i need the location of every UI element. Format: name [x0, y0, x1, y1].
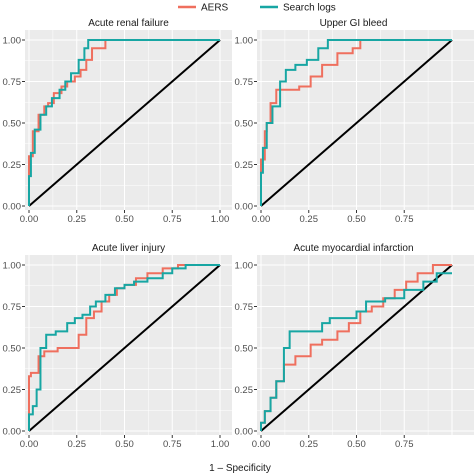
x-tick-label: 0.75 [163, 214, 182, 225]
y-tick-label: 0.25 [3, 160, 22, 171]
x-tick-label: 1.00 [211, 439, 230, 450]
legend-item-0: AERS [178, 3, 229, 14]
y-tick-label: 0.00 [235, 427, 254, 438]
panel-strip [257, 16, 474, 30]
panel-title: Upper GI bleed [320, 18, 388, 29]
series-line-search-logs [260, 39, 452, 206]
x-tick-label: 0.25 [68, 214, 87, 225]
y-tick-label: 0.50 [3, 119, 22, 130]
panel-title: Acute renal failure [88, 18, 169, 29]
panel-strip [25, 240, 232, 255]
y-tick-label: 0.75 [3, 302, 22, 313]
y-tick-label: 1.00 [235, 36, 254, 47]
y-tick-label: 0.25 [235, 385, 254, 396]
y-tick-label: 0.75 [235, 302, 254, 313]
y-tick-label: 0.00 [3, 427, 22, 438]
panel-background [257, 30, 474, 210]
x-tick-label: 0.50 [115, 439, 134, 450]
x-tick-label: 0.50 [347, 214, 366, 225]
panel-title: Acute liver injury [92, 243, 165, 254]
x-tick-label: 0.25 [68, 439, 87, 450]
reference-diagonal [28, 264, 221, 432]
x-tick-label: 0.25 [300, 439, 319, 450]
legend-label: AERS [201, 3, 229, 14]
panel-background [257, 255, 474, 435]
y-tick-label: 0.50 [3, 344, 22, 355]
panel-title: Acute myocardial infarction [293, 243, 413, 254]
reference-diagonal [260, 264, 453, 432]
x-tick-label: 0.00 [20, 439, 39, 450]
panel-2: Acute liver injury 0.00 0.25 0.50 0.75 1.00 0.… [3, 240, 232, 450]
y-tick-label: 0.00 [3, 202, 22, 213]
series-line-search-logs [260, 272, 452, 431]
series-line-search-logs [28, 39, 220, 206]
y-tick-label: 0.25 [3, 385, 22, 396]
series-line-search-logs [28, 264, 220, 431]
y-tick-label: 0.75 [235, 77, 254, 88]
x-tick-label: 0.00 [20, 214, 39, 225]
x-tick-label: 0.00 [252, 214, 271, 225]
x-axis-label: 1 – Specificity [209, 463, 271, 474]
y-tick-label: 1.00 [3, 261, 22, 272]
plot-area [257, 255, 474, 435]
legend-label: Search logs [283, 3, 336, 14]
series-line-aers [28, 39, 220, 206]
y-tick-label: 0.50 [235, 119, 254, 130]
reference-diagonal [28, 39, 221, 207]
plot-area [257, 30, 474, 210]
x-tick-label: 0.00 [252, 439, 271, 450]
y-tick-label: 1.00 [3, 36, 22, 47]
y-tick-label: 0.00 [235, 202, 254, 213]
panel-0: Acute renal failure 0.00 0.25 0.50 0.75 1.00 0… [3, 16, 232, 225]
y-tick-label: 0.50 [235, 344, 254, 355]
x-tick-label: 0.50 [347, 439, 366, 450]
legend-item-1: Search logs [260, 3, 336, 14]
x-tick-label: 0.25 [300, 214, 319, 225]
panel-1: Upper GI bleed 0.00 0.25 0.50 0.75 1.00 0.00 0.… [235, 16, 474, 225]
chart-panels: Acute renal failure 0.00 0.25 0.50 0.75 1.00 0… [3, 16, 474, 450]
panel-strip [257, 240, 474, 255]
y-tick-label: 1.00 [235, 261, 254, 272]
plot-area [25, 30, 232, 210]
x-tick-label: 1.00 [211, 214, 230, 225]
plot-area [25, 255, 232, 435]
reference-diagonal [260, 39, 453, 207]
x-tick-label: 0.75 [163, 439, 182, 450]
legend: AERS Search logs [178, 3, 336, 14]
panel-3: Acute myocardial infarction 0.00 0.25 0.50 0… [235, 240, 474, 450]
x-tick-label: 0.75 [395, 439, 414, 450]
x-tick-label: 0.75 [395, 214, 414, 225]
x-tick-label: 0.50 [115, 214, 134, 225]
y-tick-label: 0.75 [3, 77, 22, 88]
panel-strip [25, 16, 232, 30]
y-tick-label: 0.25 [235, 160, 254, 171]
